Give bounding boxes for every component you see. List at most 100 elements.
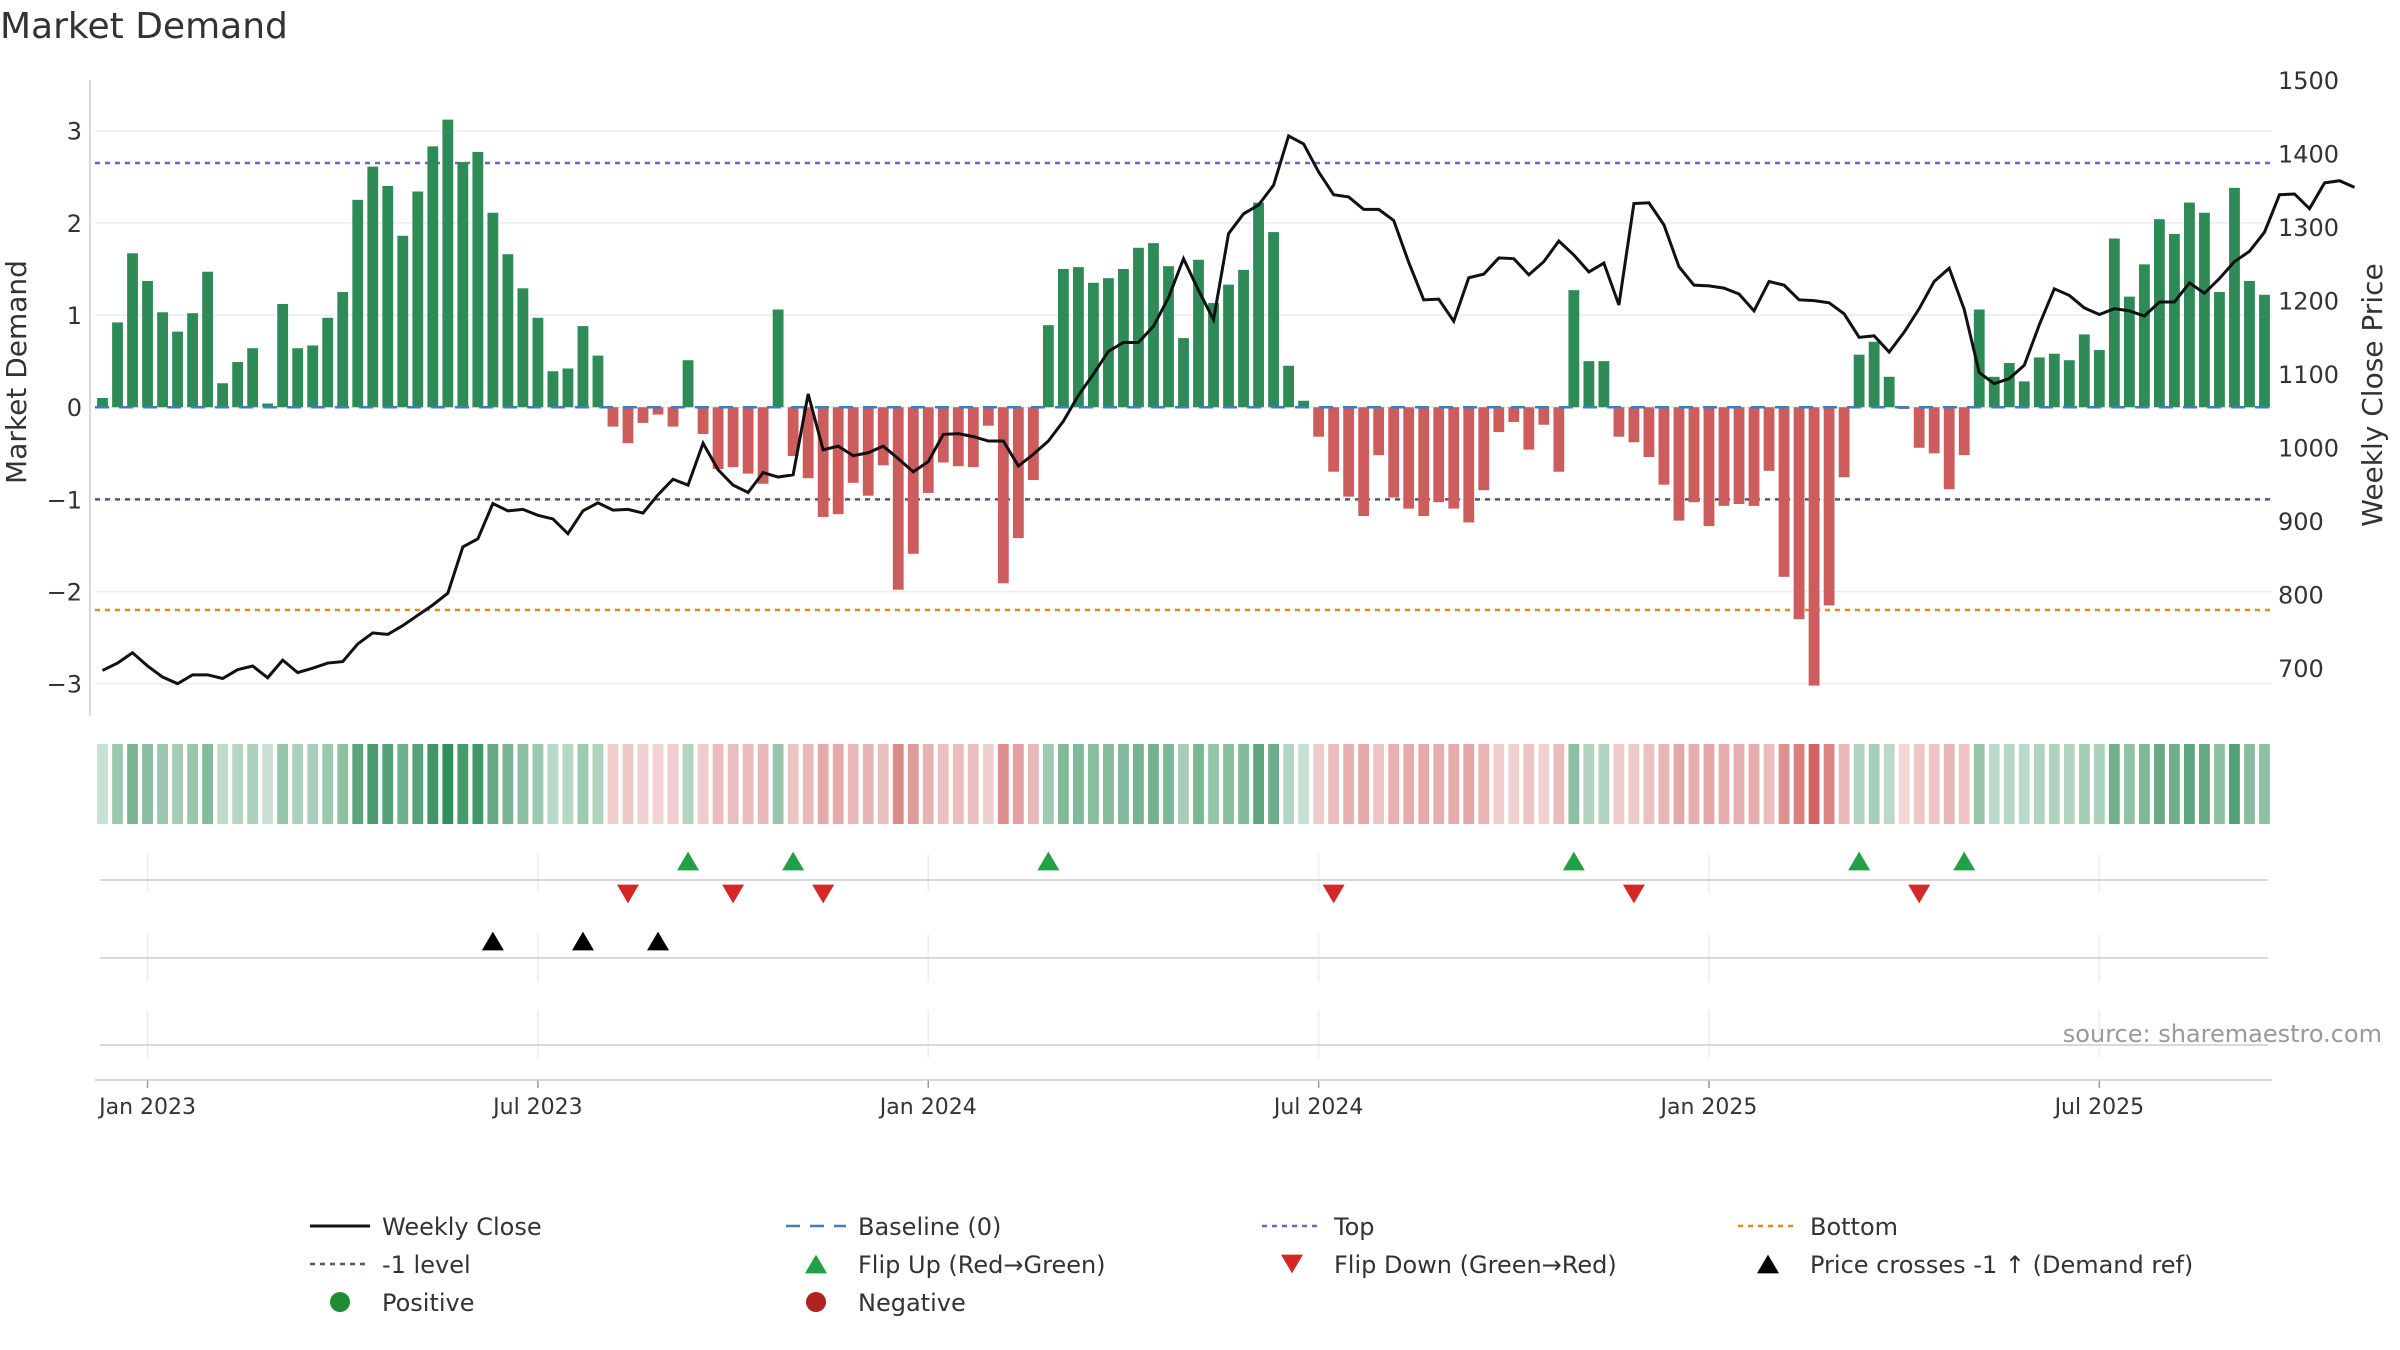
heat-cell bbox=[307, 744, 319, 824]
legend-item: Top bbox=[1262, 1213, 1375, 1241]
left-tick-label: −3 bbox=[47, 671, 82, 699]
positive-bar bbox=[592, 355, 604, 408]
right-tick-label: 1100 bbox=[2278, 361, 2339, 389]
heat-cell bbox=[1928, 744, 1940, 824]
positive-bar bbox=[397, 235, 409, 408]
heat-cell bbox=[487, 744, 499, 824]
right-tick-label: 1000 bbox=[2278, 435, 2339, 463]
negative-bar bbox=[1763, 407, 1775, 471]
heat-cell bbox=[1703, 744, 1715, 824]
flip-up-marker bbox=[782, 851, 805, 871]
positive-bar bbox=[2108, 238, 2120, 408]
negative-bar bbox=[1538, 407, 1550, 425]
negative-bar bbox=[1703, 407, 1715, 527]
heat-cell bbox=[727, 744, 739, 824]
heat-cell bbox=[1358, 744, 1370, 824]
negative-bar bbox=[1733, 407, 1745, 504]
negative-bar bbox=[847, 407, 859, 483]
negative-bar bbox=[922, 407, 934, 493]
positive-bar bbox=[1042, 325, 1054, 408]
positive-bar bbox=[292, 348, 304, 408]
negative-bar bbox=[1012, 407, 1024, 539]
flip-up-marker bbox=[1037, 851, 1060, 871]
legend-item: -1 level bbox=[310, 1251, 471, 1279]
heat-cell bbox=[982, 744, 994, 824]
triangle-up-icon bbox=[1757, 1254, 1779, 1274]
legend-item: Baseline (0) bbox=[786, 1213, 1001, 1241]
heat-cell bbox=[622, 744, 634, 824]
negative-bar bbox=[1373, 407, 1385, 456]
heat-cell bbox=[322, 744, 334, 824]
right-axis-ticks: 1500 1400 1300 1200 1100 1000 900 800 700 bbox=[2278, 67, 2339, 683]
positive-bar bbox=[1868, 341, 1880, 408]
heat-cell bbox=[667, 744, 679, 824]
heat-cell bbox=[2214, 744, 2225, 824]
positive-bar bbox=[1568, 290, 1580, 408]
heat-cell bbox=[1328, 744, 1340, 824]
heat-cell bbox=[1598, 744, 1610, 824]
heat-cell bbox=[232, 744, 244, 824]
positive-bar bbox=[217, 383, 229, 408]
positive-bar bbox=[1223, 284, 1234, 408]
heat-cell bbox=[742, 744, 754, 824]
heat-cell bbox=[442, 744, 454, 824]
negative-bar bbox=[1553, 407, 1565, 472]
heat-cell bbox=[1718, 744, 1730, 824]
heat-cell bbox=[832, 744, 844, 824]
heat-cell bbox=[1118, 744, 1129, 824]
heat-cell bbox=[247, 744, 259, 824]
positive-bar bbox=[2184, 202, 2195, 408]
positive-bar bbox=[472, 151, 484, 408]
heat-cell bbox=[532, 744, 544, 824]
positive-bar bbox=[457, 162, 469, 408]
heat-cell bbox=[157, 744, 168, 824]
heat-cell bbox=[217, 744, 229, 824]
heat-cell bbox=[2018, 744, 2030, 824]
heat-cell bbox=[697, 744, 709, 824]
heat-cell bbox=[997, 744, 1009, 824]
flip-down-marker bbox=[1622, 884, 1645, 904]
flip-down-marker bbox=[722, 884, 745, 904]
right-tick-label: 900 bbox=[2278, 508, 2324, 536]
positive-bar bbox=[2078, 334, 2090, 408]
positive-bar bbox=[352, 199, 364, 408]
heat-cell bbox=[2259, 744, 2270, 824]
positive-bar bbox=[442, 119, 454, 408]
positive-bar bbox=[337, 292, 349, 408]
heat-cell bbox=[1613, 744, 1625, 824]
negative-bar bbox=[1718, 407, 1730, 506]
heat-cell bbox=[1088, 744, 1099, 824]
heat-cell bbox=[2048, 744, 2060, 824]
positive-bar bbox=[487, 212, 499, 408]
x-tick-label: Jan 2024 bbox=[878, 1095, 977, 1120]
positive-bar bbox=[1883, 376, 1895, 408]
right-tick-label: 1400 bbox=[2278, 141, 2339, 169]
positive-bar bbox=[1253, 202, 1264, 408]
positive-bar bbox=[187, 313, 198, 408]
negative-bar bbox=[997, 407, 1009, 584]
positive-bar bbox=[2138, 264, 2150, 408]
heat-cell bbox=[757, 744, 769, 824]
positive-bar bbox=[2244, 280, 2255, 408]
heat-cell bbox=[1733, 744, 1745, 824]
heat-cell bbox=[1958, 744, 1970, 824]
positive-bar bbox=[547, 371, 559, 408]
legend-label: Negative bbox=[858, 1289, 966, 1317]
heat-cell bbox=[1418, 744, 1430, 824]
negative-bar bbox=[1943, 407, 1955, 490]
heat-cell bbox=[2078, 744, 2090, 824]
heat-cell bbox=[127, 744, 138, 824]
positive-bar bbox=[1988, 376, 2000, 408]
heat-cell bbox=[97, 744, 108, 824]
heat-cell bbox=[1808, 744, 1820, 824]
heat-cell bbox=[1027, 744, 1039, 824]
right-axis-label: Weekly Close Price bbox=[2356, 263, 2389, 526]
negative-bar bbox=[1928, 407, 1940, 454]
heat-cell bbox=[1283, 744, 1294, 824]
positive-bar bbox=[247, 348, 259, 408]
left-tick-label: 0 bbox=[67, 394, 82, 422]
heat-cell bbox=[2169, 744, 2180, 824]
negative-bar bbox=[1388, 407, 1400, 498]
flip-down-marker bbox=[616, 884, 639, 904]
source-note: source: sharemaestro.com bbox=[2063, 1020, 2382, 1048]
